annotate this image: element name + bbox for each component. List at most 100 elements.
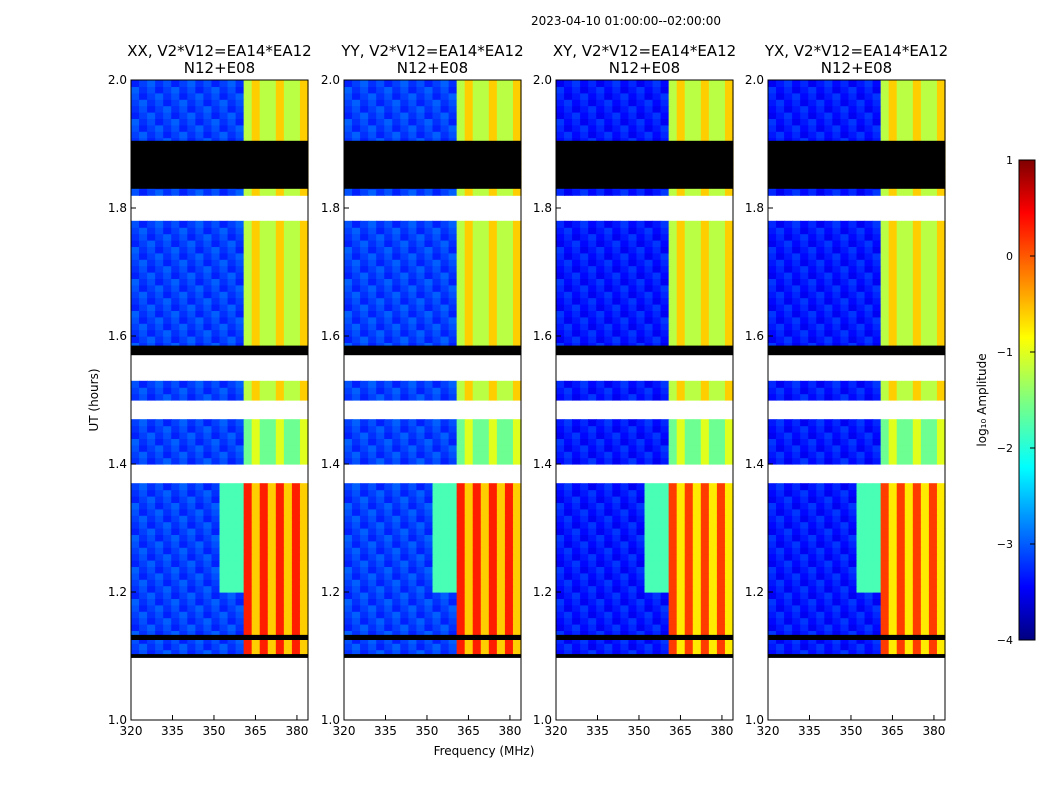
heat-cell bbox=[171, 489, 180, 497]
heat-cell bbox=[604, 553, 613, 561]
heat-cell bbox=[163, 329, 172, 337]
heat-cell bbox=[604, 265, 613, 273]
heat-cell bbox=[392, 534, 401, 542]
heat-cell bbox=[684, 297, 694, 305]
heat-cell bbox=[480, 246, 490, 254]
heat-cell bbox=[580, 188, 589, 196]
heat-cell bbox=[211, 323, 221, 331]
heat-cell bbox=[368, 252, 377, 260]
heat-cell bbox=[352, 432, 361, 439]
heat-cell bbox=[408, 240, 418, 247]
heat-cell bbox=[416, 585, 426, 593]
heat-cell bbox=[464, 297, 474, 305]
heat-cell bbox=[392, 521, 401, 529]
heat-cell bbox=[708, 310, 718, 318]
heat-cell bbox=[644, 259, 654, 267]
heat-cell bbox=[352, 105, 361, 113]
heat-cell bbox=[131, 643, 140, 651]
heat-cell bbox=[384, 521, 393, 529]
heat-cell bbox=[564, 444, 573, 452]
heat-cell bbox=[456, 310, 466, 318]
heat-cell bbox=[227, 585, 237, 593]
heat-cell bbox=[259, 636, 269, 644]
heat-cell bbox=[187, 387, 196, 395]
heat-cell bbox=[424, 451, 434, 459]
heat-cell bbox=[360, 444, 369, 452]
heat-cell bbox=[644, 624, 654, 631]
heat-cell bbox=[628, 515, 638, 523]
heat-cell bbox=[628, 560, 638, 567]
heat-cell bbox=[676, 534, 686, 542]
heat-cell bbox=[432, 252, 442, 260]
heat-cell bbox=[211, 118, 221, 126]
heat-cell bbox=[448, 553, 458, 561]
heat-cell bbox=[604, 534, 613, 542]
heat-cell bbox=[488, 419, 498, 427]
heat-cell bbox=[652, 438, 662, 446]
heat-cell bbox=[259, 579, 269, 587]
heat-cell bbox=[716, 131, 726, 139]
heat-cell bbox=[131, 227, 140, 235]
heat-cell bbox=[512, 387, 522, 395]
heat-cell bbox=[267, 220, 277, 228]
heat-cell bbox=[668, 99, 678, 107]
heat-cell bbox=[504, 483, 514, 491]
heat-cell bbox=[628, 611, 638, 619]
heat-cell bbox=[299, 457, 309, 465]
heat-cell bbox=[636, 611, 646, 619]
heat-cell bbox=[724, 496, 734, 503]
heat-cell bbox=[604, 92, 613, 100]
heat-cell bbox=[283, 624, 293, 631]
heat-cell bbox=[291, 566, 301, 574]
heat-cell bbox=[187, 585, 196, 593]
heat-cell bbox=[408, 252, 418, 260]
heat-cell bbox=[488, 131, 498, 139]
heat-cell bbox=[596, 118, 605, 126]
heat-cell bbox=[360, 99, 369, 107]
heat-cell bbox=[147, 598, 156, 606]
heat-cell bbox=[235, 483, 245, 491]
heat-cell bbox=[416, 265, 426, 273]
heat-cell bbox=[612, 540, 621, 548]
heat-cell bbox=[636, 604, 646, 612]
heat-cell bbox=[416, 419, 426, 427]
heat-cell bbox=[235, 112, 245, 119]
heat-cell bbox=[496, 393, 506, 401]
heat-cell bbox=[400, 540, 409, 548]
heat-cell bbox=[448, 112, 458, 119]
heat-cell bbox=[344, 99, 353, 107]
heat-cell bbox=[432, 259, 442, 267]
heat-cell bbox=[400, 291, 409, 299]
heat-cell bbox=[275, 438, 285, 446]
heat-cell bbox=[227, 118, 237, 126]
heat-cell bbox=[139, 617, 148, 625]
heat-cell bbox=[291, 304, 301, 311]
heat-cell bbox=[496, 252, 506, 260]
heat-cell bbox=[243, 316, 253, 324]
heat-cell bbox=[219, 297, 229, 305]
heat-cell bbox=[251, 304, 261, 311]
heat-cell bbox=[448, 387, 458, 395]
heat-cell bbox=[299, 643, 309, 651]
heat-cell bbox=[440, 92, 450, 100]
heat-cell bbox=[668, 291, 678, 299]
heat-cell bbox=[360, 592, 369, 599]
heat-cell bbox=[344, 534, 353, 542]
heat-cell bbox=[163, 220, 172, 228]
heat-cell bbox=[344, 624, 353, 631]
heat-cell bbox=[408, 579, 418, 587]
heat-cell bbox=[580, 604, 589, 612]
heat-cell bbox=[620, 336, 630, 343]
heat-cell bbox=[203, 112, 213, 119]
heat-cell bbox=[644, 649, 654, 657]
heat-cell bbox=[424, 643, 434, 651]
heat-cell bbox=[556, 521, 565, 529]
heat-cell bbox=[376, 131, 385, 139]
heat-cell bbox=[716, 227, 726, 235]
heat-cell bbox=[400, 457, 409, 465]
heat-cell bbox=[572, 566, 581, 574]
heat-cell bbox=[432, 310, 442, 318]
heat-cell bbox=[163, 572, 172, 580]
heat-cell bbox=[660, 444, 670, 452]
heat-cell bbox=[612, 432, 621, 439]
